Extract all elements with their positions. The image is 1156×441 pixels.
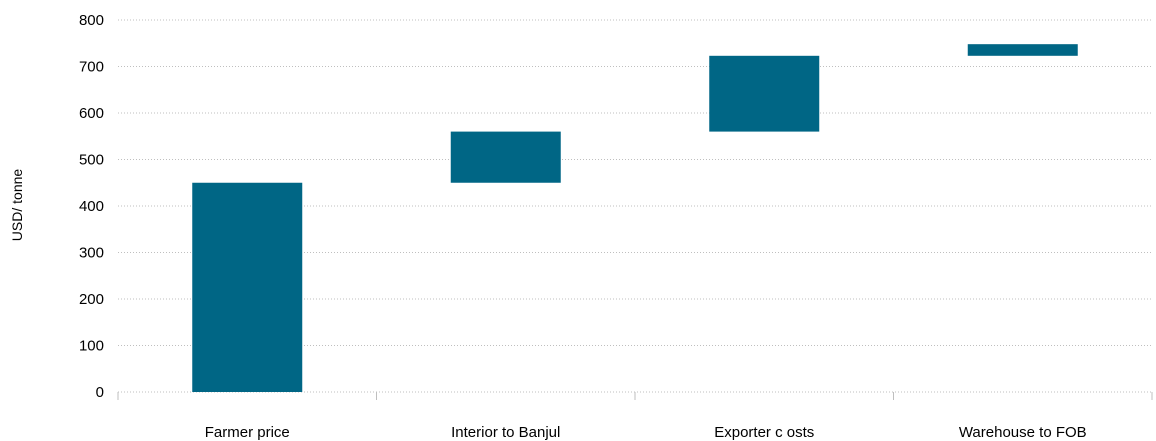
y-tick-label: 400: [79, 198, 104, 215]
y-tick-label: 100: [79, 338, 104, 355]
bar-warehouse-to-fob: [967, 44, 1078, 56]
bars: [192, 44, 1078, 392]
x-category-label: Farmer price: [205, 424, 290, 441]
y-tick-label: 300: [79, 245, 104, 262]
y-tick-label: 0: [96, 384, 104, 401]
axes: [117, 391, 1153, 400]
y-tick-label: 500: [79, 152, 104, 169]
labels: 0 100 200 300 400 500 600 700 800 Farmer price Int…: [79, 12, 1087, 441]
gridlines: [118, 19, 1152, 346]
bar-interior-to-banjul: [450, 131, 561, 183]
x-category-label: Exporter c osts: [714, 424, 814, 441]
y-tick-label: 700: [79, 59, 104, 76]
x-category-label: Interior to Banjul: [451, 424, 560, 441]
y-axis-title: USD/ tonne: [9, 169, 25, 242]
bar-exporter-c-osts: [709, 55, 820, 132]
y-tick-label: 800: [79, 12, 104, 29]
bar-farmer-price: [192, 182, 303, 392]
y-tick-label: 200: [79, 291, 104, 308]
x-category-label: Warehouse to FOB: [959, 424, 1087, 441]
y-tick-label: 600: [79, 105, 104, 122]
